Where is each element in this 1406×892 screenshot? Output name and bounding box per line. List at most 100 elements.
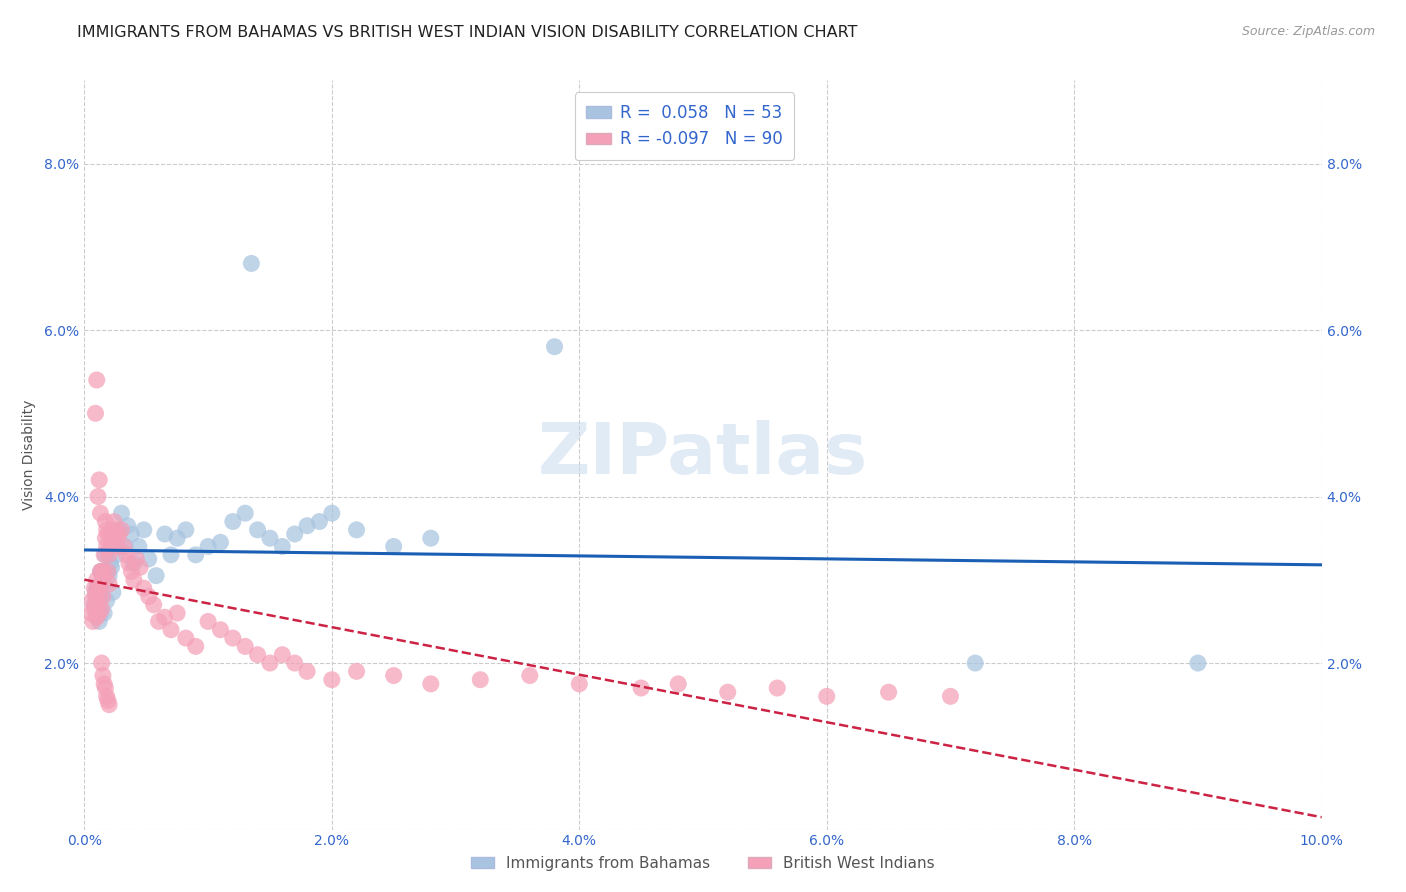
Point <box>107 540 129 554</box>
Point <box>321 506 343 520</box>
Point <box>96 593 118 607</box>
Point <box>100 527 122 541</box>
Point <box>132 581 155 595</box>
Point <box>145 568 167 582</box>
Point <box>90 602 112 616</box>
Point <box>97 527 120 541</box>
Point <box>132 523 155 537</box>
Point <box>93 677 115 691</box>
Point <box>209 535 232 549</box>
Point <box>90 590 112 604</box>
Point <box>184 548 207 562</box>
Point <box>382 668 405 682</box>
Point <box>125 552 148 566</box>
Point <box>877 685 900 699</box>
Point <box>105 527 128 541</box>
Point <box>86 585 108 599</box>
Point <box>86 373 108 387</box>
Text: Source: ZipAtlas.com: Source: ZipAtlas.com <box>1241 25 1375 38</box>
Point <box>104 531 127 545</box>
Point <box>79 606 101 620</box>
Point <box>346 523 368 537</box>
Point <box>96 523 118 537</box>
Point <box>83 598 105 612</box>
Point <box>815 690 838 704</box>
Point <box>717 685 740 699</box>
Point <box>197 615 219 629</box>
Point <box>174 631 197 645</box>
Point <box>103 515 125 529</box>
Point <box>138 552 160 566</box>
Point <box>630 681 652 695</box>
Point <box>129 560 152 574</box>
Point <box>120 527 142 541</box>
Point <box>96 540 118 554</box>
Point <box>84 585 107 599</box>
Point <box>93 606 115 620</box>
Point <box>271 540 294 554</box>
Point <box>87 593 110 607</box>
Point <box>174 523 197 537</box>
Point <box>108 527 131 541</box>
Point <box>83 581 105 595</box>
Point <box>246 648 269 662</box>
Point <box>86 581 108 595</box>
Point <box>246 523 269 537</box>
Point <box>98 568 121 582</box>
Point <box>346 665 368 679</box>
Point <box>543 340 565 354</box>
Point <box>233 506 256 520</box>
Point <box>93 548 115 562</box>
Point <box>321 673 343 687</box>
Point <box>89 565 111 579</box>
Point <box>104 523 127 537</box>
Point <box>90 656 112 670</box>
Point <box>87 598 110 612</box>
Point <box>89 606 111 620</box>
Point <box>98 698 121 712</box>
Point <box>271 648 294 662</box>
Point <box>166 606 188 620</box>
Point <box>84 406 107 420</box>
Point <box>766 681 789 695</box>
Point <box>98 556 121 570</box>
Point <box>94 681 117 695</box>
Point <box>118 556 141 570</box>
Point <box>89 590 111 604</box>
Legend: Immigrants from Bahamas, British West Indians: Immigrants from Bahamas, British West In… <box>465 850 941 877</box>
Point <box>197 540 219 554</box>
Point <box>222 631 245 645</box>
Point <box>419 677 441 691</box>
Point <box>209 623 232 637</box>
Point <box>284 656 307 670</box>
Point <box>110 523 132 537</box>
Point <box>295 665 318 679</box>
Point <box>519 668 541 682</box>
Legend: R =  0.058   N = 53, R = -0.097   N = 90: R = 0.058 N = 53, R = -0.097 N = 90 <box>575 93 794 160</box>
Point <box>91 668 114 682</box>
Point <box>91 573 114 587</box>
Text: IMMIGRANTS FROM BAHAMAS VS BRITISH WEST INDIAN VISION DISABILITY CORRELATION CHA: IMMIGRANTS FROM BAHAMAS VS BRITISH WEST … <box>77 25 858 40</box>
Point <box>666 677 689 691</box>
Point <box>112 540 135 554</box>
Point <box>97 565 120 579</box>
Point <box>89 506 111 520</box>
Point <box>120 565 142 579</box>
Point <box>115 548 138 562</box>
Point <box>110 506 132 520</box>
Point <box>101 585 124 599</box>
Point <box>98 548 121 562</box>
Point <box>89 577 111 591</box>
Point <box>105 548 128 562</box>
Point <box>939 690 962 704</box>
Point <box>97 565 120 579</box>
Point <box>568 677 591 691</box>
Point <box>470 673 492 687</box>
Point <box>128 540 150 554</box>
Point <box>233 640 256 654</box>
Point <box>308 515 330 529</box>
Point <box>259 531 281 545</box>
Point <box>1187 656 1209 670</box>
Point <box>94 531 117 545</box>
Point <box>148 615 170 629</box>
